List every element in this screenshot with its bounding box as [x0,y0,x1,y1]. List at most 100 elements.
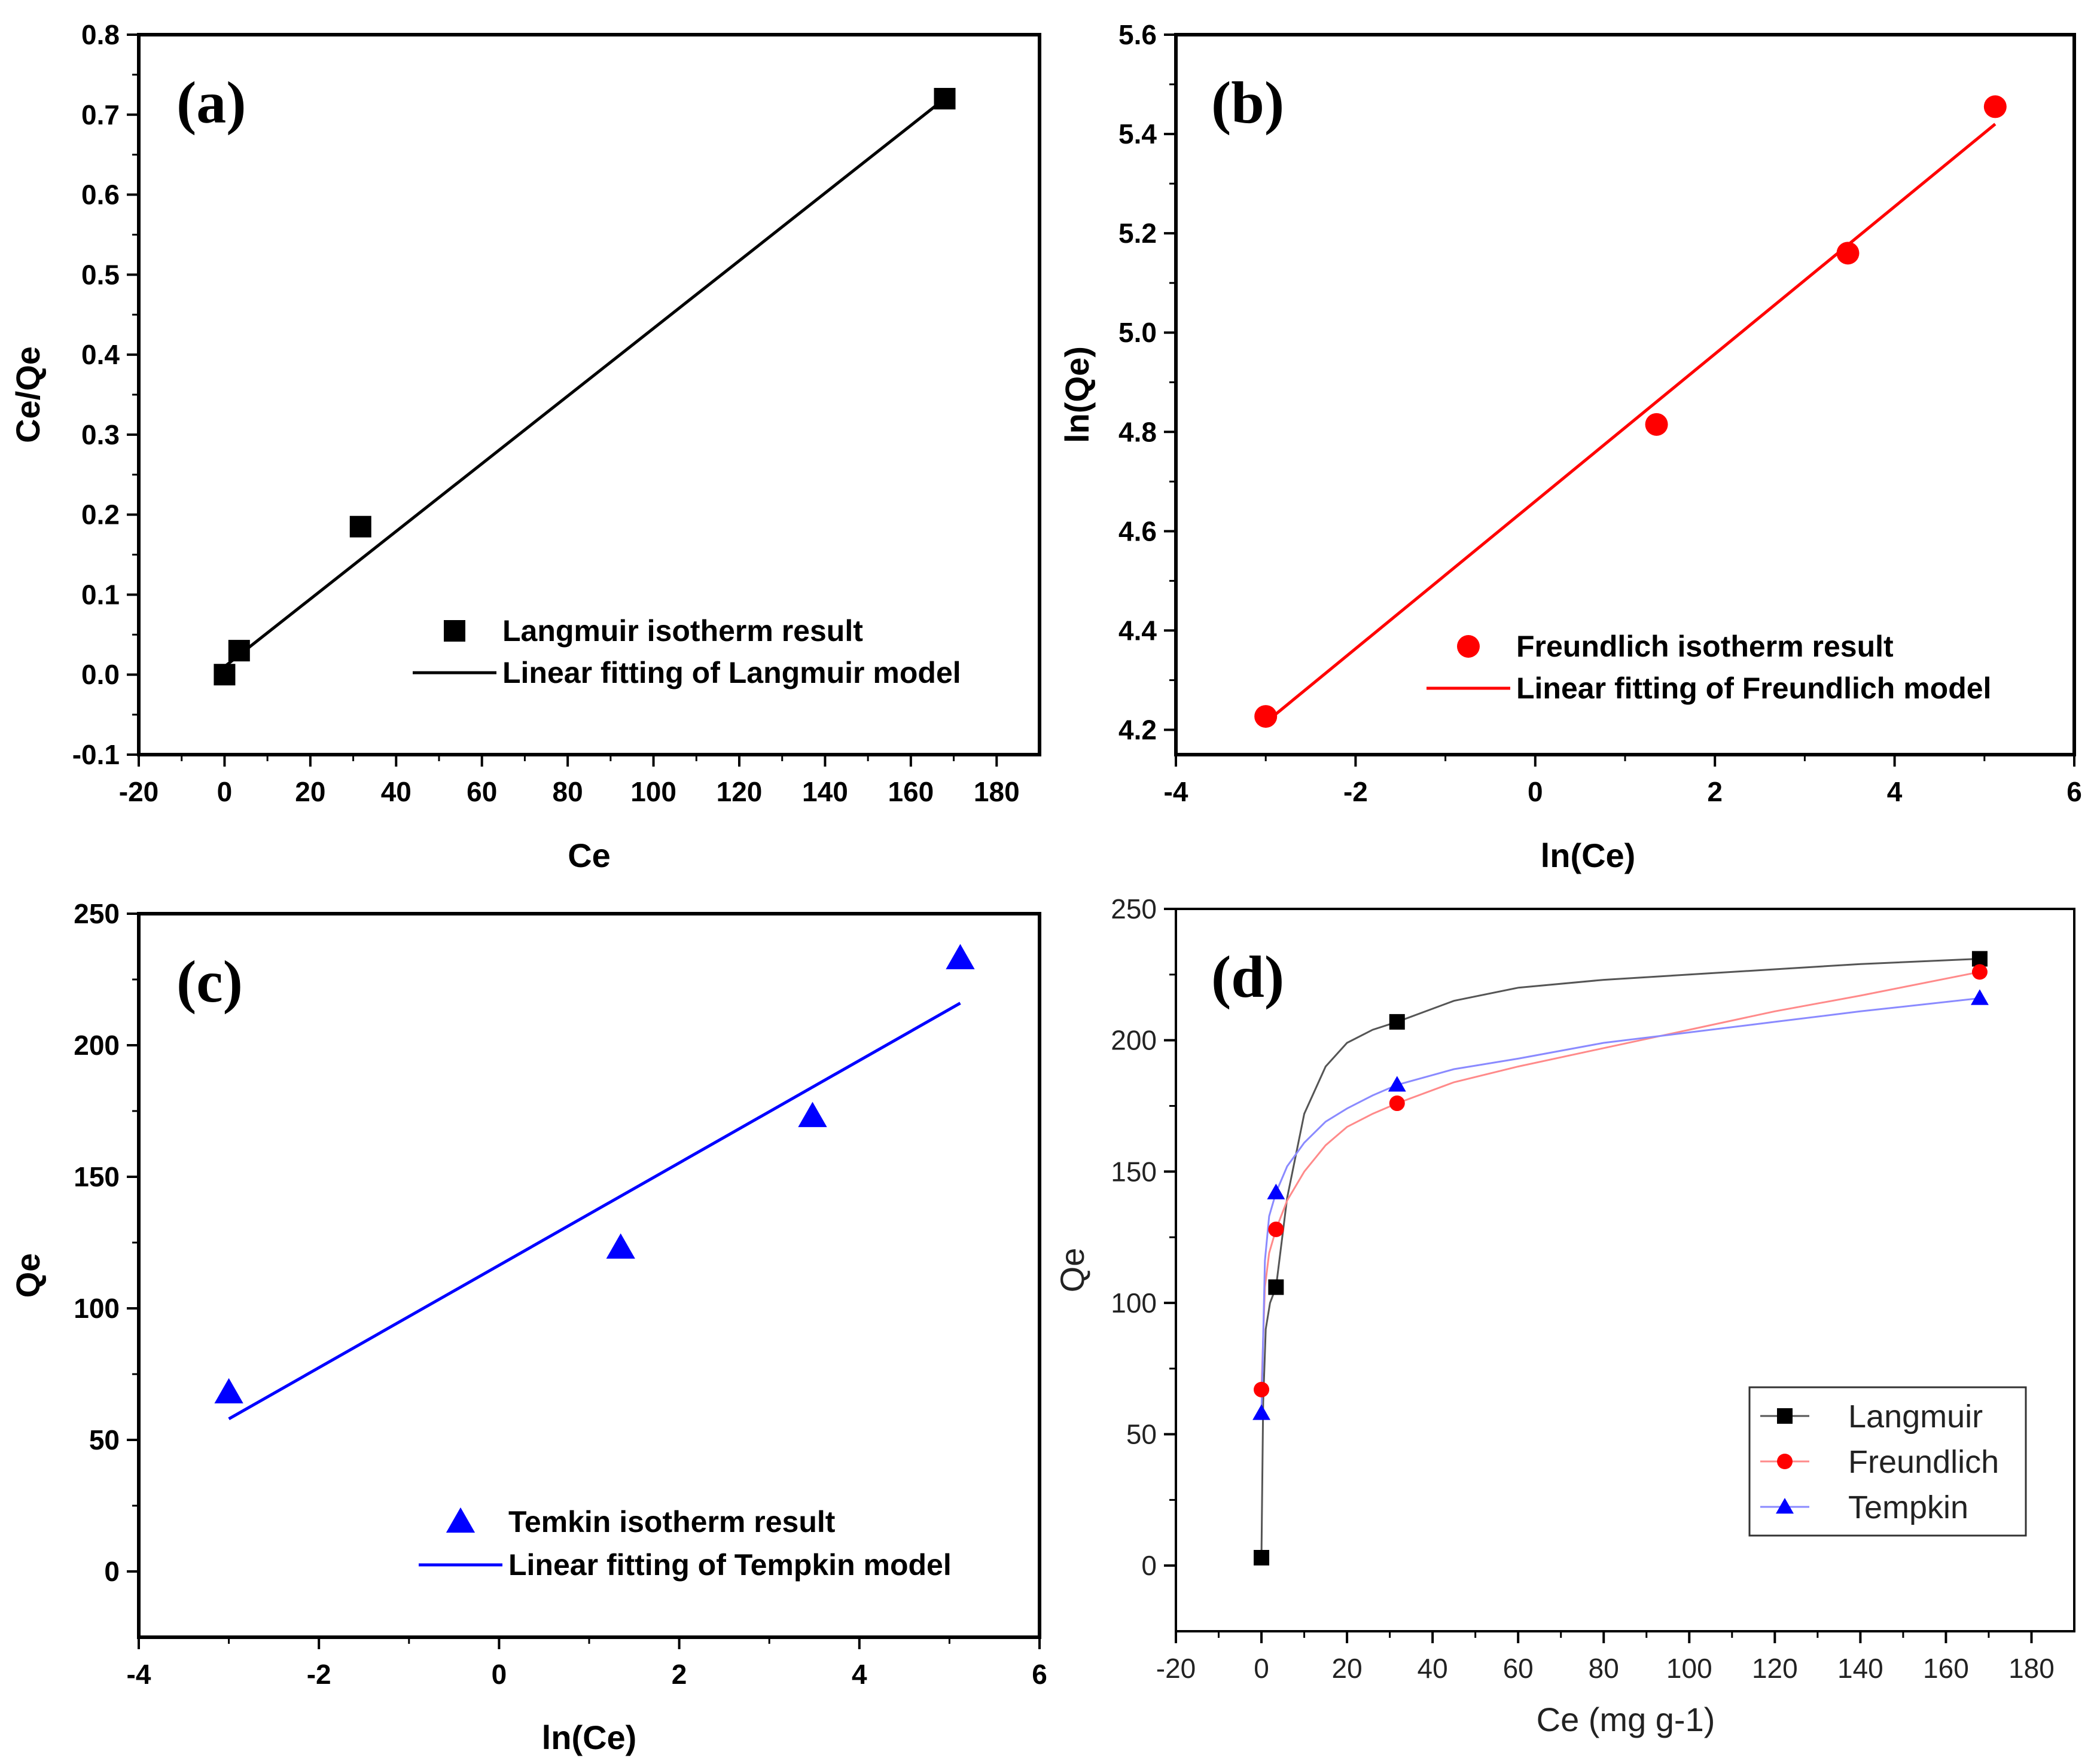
legend-label-langmuir: Langmuir [1848,1399,1983,1435]
panel-d-frame [1175,908,2075,1632]
curve-freundlich [1260,970,1980,1390]
point-freundlich [1971,964,1988,980]
panel-b-label: (b) [1211,69,1284,136]
y-tick-label: 100 [1111,1287,1157,1319]
y-tick-label: 4.4 [1118,615,1157,646]
y-tick-label: 0.5 [81,259,120,290]
panel-b-legend-scatter-label: Freundlich isotherm result [1516,630,1894,663]
y-tick-label: 4.2 [1118,714,1157,745]
panel-b-xlabel: ln(Ce) [1541,837,1636,874]
x-tick-label: 20 [1332,1653,1363,1684]
x-tick-label: 6 [2066,776,2082,807]
panel-d-ylabel: Qe [1053,1248,1091,1293]
x-tick-label: 0 [492,1659,507,1690]
x-tick-label: 160 [888,776,934,807]
panel-c-data-point [214,1378,243,1403]
y-tick-label: 0.3 [81,419,120,450]
panel-b-data-point [1836,242,1860,265]
point-tempkin [1267,1183,1285,1200]
panel-a: -20 0 20 40 60 80 100 120 140 160 180 -0.1 0.0 0.1 0.2… [9,19,1041,874]
panel-c-legend-marker [446,1507,476,1533]
curve-langmuir [1260,958,1980,1558]
y-tick-label: 4.6 [1118,515,1157,547]
point-langmuir [1254,1550,1270,1566]
point-langmuir [1389,1014,1405,1030]
panel-a-ylabel: Ce/Qe [9,346,47,443]
x-tick-label: -2 [307,1659,331,1690]
legend-marker-freundlich [1777,1454,1793,1469]
y-tick-label: 200 [1111,1025,1157,1056]
y-tick-label: 0.4 [81,339,120,370]
panel-c-xlabel: ln(Ce) [542,1719,637,1756]
y-tick-label: 100 [74,1293,120,1324]
y-tick-label: 200 [74,1030,120,1061]
point-tempkin [1252,1404,1270,1420]
legend-label-tempkin: Tempkin [1848,1490,1968,1525]
panel-c-legend-line-label: Linear fitting of Tempkin model [508,1548,952,1582]
y-tick-label: 0.2 [81,499,120,530]
x-tick-label: 40 [381,776,412,807]
y-tick-label: 0.1 [81,579,120,610]
y-tick-label: 5.4 [1118,118,1157,149]
panel-a-xlabel: Ce [568,837,611,874]
panel-b-ylabel: ln(Qe) [1058,346,1096,443]
y-tick-label: 250 [1111,893,1157,924]
panel-c-fit-line [228,1002,961,1420]
x-tick-label: 160 [1923,1653,1969,1684]
panel-c-data-point [606,1233,635,1259]
panel-c-legend-scatter-label: Temkin isotherm result [508,1505,836,1539]
panel-a-fit-line [223,97,946,668]
panel-b-legend-marker [1457,635,1480,658]
x-tick-label: 60 [1503,1653,1534,1684]
x-tick-label: 180 [2008,1653,2055,1684]
panel-c-data-point [798,1101,827,1127]
panel-d-label: (d) [1211,944,1284,1010]
y-tick-label: 50 [89,1424,120,1455]
y-tick-label: 5.2 [1118,218,1157,249]
x-tick-label: -20 [119,776,159,807]
x-tick-label: -2 [1343,776,1368,807]
point-freundlich [1254,1381,1270,1397]
panel-b-legend-line-label: Linear fitting of Freundlich model [1516,672,1991,705]
x-tick-label: 6 [1032,1659,1047,1690]
panel-a-legend-scatter-label: Langmuir isotherm result [502,614,863,648]
y-tick-label: 0.8 [81,19,120,50]
x-tick-label: 40 [1418,1653,1448,1684]
x-tick-label: 100 [630,776,676,807]
panel-b-data-point [1983,95,2007,118]
y-tick-label: 150 [74,1161,120,1192]
panel-b: -4 -2 0 2 4 6 4.2 4.4 4.6 4.8 5.0 5.2 5.4 5.6 ln(Ce) ln… [1058,19,2082,874]
panel-d-xlabel: Ce (mg g-1) [1537,1701,1715,1738]
point-langmuir [1971,951,1988,967]
point-tempkin [1970,989,1989,1005]
point-langmuir [1268,1279,1284,1295]
panel-d: -20 0 20 40 60 80 100 120 140 160 180 0 50 100 150 200 2… [1053,893,2075,1738]
x-tick-label: -20 [1156,1653,1196,1684]
y-tick-label: 5.0 [1118,317,1157,348]
panel-b-data-point [1645,413,1668,436]
x-tick-label: 2 [672,1659,687,1690]
y-tick-label: 0.6 [81,179,120,210]
y-tick-label: 5.6 [1118,19,1157,50]
x-tick-label: -4 [1164,776,1188,807]
panel-c-ylabel: Qe [9,1253,47,1298]
legend-label-freundlich: Freundlich [1848,1444,1999,1480]
x-tick-label: 180 [974,776,1020,807]
x-tick-label: 20 [295,776,325,807]
y-tick-label: 150 [1111,1156,1157,1187]
panel-a-data-point [214,664,236,686]
y-tick-label: 0.0 [81,659,120,690]
panel-a-legend-line-label: Linear fitting of Langmuir model [502,656,961,689]
x-tick-label: 0 [1254,1653,1269,1684]
x-tick-label: 0 [1528,776,1543,807]
x-tick-label: 140 [802,776,848,807]
y-tick-label: -0.1 [72,739,120,770]
curve-tempkin [1260,997,1980,1414]
point-freundlich [1268,1221,1284,1237]
x-tick-label: -4 [127,1659,151,1690]
panel-c: -4 -2 0 2 4 6 0 50 100 150 200 250 ln(Ce) Qe (c) Temkin… [9,898,1047,1756]
x-tick-label: 4 [852,1659,867,1690]
panel-a-data-point [934,88,956,110]
legend-marker-tempkin [1776,1498,1794,1514]
